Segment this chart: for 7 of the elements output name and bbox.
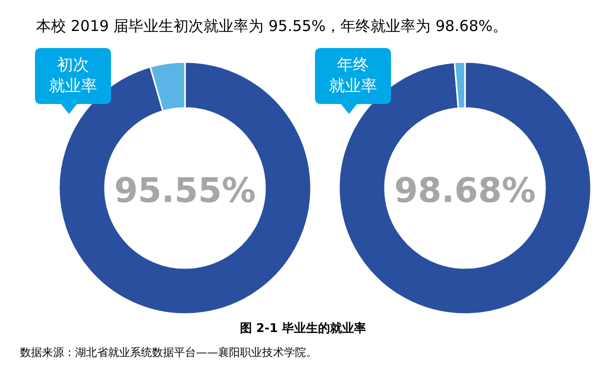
- caption: 图 2-1 毕业生的就业率: [240, 321, 366, 335]
- text: 本校 2019 届毕业生初次就业率为 95.55%，年终就业率为 98.68%。: [36, 17, 508, 35]
- data-label: 98.68%: [394, 171, 536, 211]
- source-note: 数据来源：湖北省就业系统数据平台——襄阳职业技术学院。: [20, 346, 317, 359]
- data-label: 95.55%: [114, 171, 256, 211]
- chart-title: 初次就业率: [49, 55, 97, 95]
- chart-title: 年终就业率: [329, 55, 377, 95]
